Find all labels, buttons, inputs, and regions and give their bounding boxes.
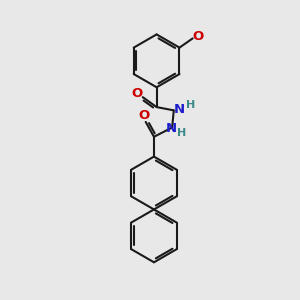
Text: N: N — [166, 122, 177, 135]
Text: N: N — [174, 103, 185, 116]
Text: H: H — [177, 128, 187, 138]
Text: O: O — [131, 87, 142, 100]
Text: H: H — [186, 100, 195, 110]
Text: O: O — [138, 109, 149, 122]
Text: O: O — [193, 30, 204, 43]
